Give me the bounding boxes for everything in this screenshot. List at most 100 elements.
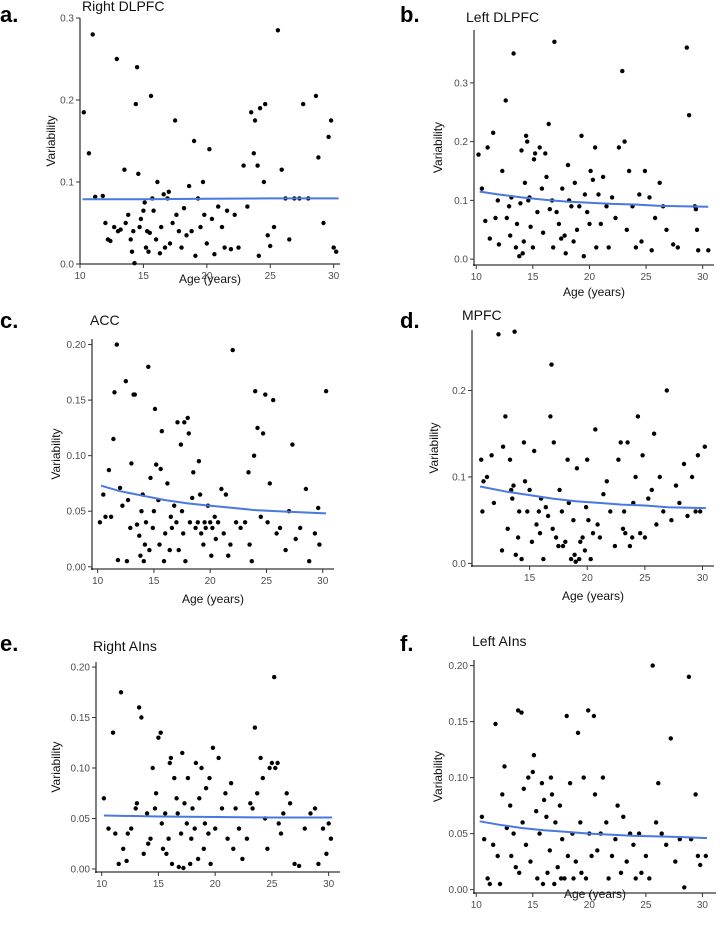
data-point [653,820,659,825]
data-point [146,841,151,846]
data-point [250,806,255,811]
fit-line [479,190,709,208]
data-point [179,245,184,250]
data-point [147,547,152,553]
y-tick-label: 0.10 [67,451,87,462]
data-point [543,505,548,510]
data-point [114,56,120,62]
y-tick-label: 0.3 [60,14,74,25]
data-point [321,220,326,226]
data-point [583,876,589,881]
data-point [572,180,577,185]
data-point [168,514,173,519]
data-point [530,769,535,775]
data-point [649,248,654,253]
data-point [600,174,606,180]
data-point [578,539,583,544]
data-point [592,792,598,797]
data-point [558,876,564,881]
data-point [108,514,114,519]
data-point [664,842,669,847]
data-point [624,859,629,864]
data-point [547,848,552,853]
data-point [517,509,522,514]
data-point [574,227,580,232]
data-point [210,745,216,750]
data-point [586,518,591,523]
x-tick-label: 10 [96,879,108,890]
data-point [517,254,522,259]
data-point [513,245,519,250]
data-point [155,179,160,185]
data-point [151,208,156,213]
data-point [503,414,508,419]
data-point [276,821,281,826]
data-point [500,168,505,174]
data-point [509,487,514,493]
y-tick-label: 0.1 [452,472,466,483]
data-point [172,775,177,781]
data-point [125,497,131,503]
data-point [552,881,557,887]
data-point [174,796,179,801]
data-point [103,220,108,226]
panel-letter: b. [400,2,420,27]
data-point [101,796,107,801]
data-point [639,239,644,244]
data-point [203,525,208,531]
y-tick-label: 0.2 [454,137,468,148]
data-point [128,525,133,531]
data-point [582,548,588,553]
data-point [685,513,690,519]
data-point [180,750,185,756]
data-point [508,803,513,808]
data-point [97,520,103,525]
data-point [284,791,289,796]
data-point [181,531,186,536]
data-point [176,864,181,870]
y-axis-label: Variability [49,428,63,479]
data-point [539,186,545,191]
data-point [657,180,662,185]
data-point [590,531,596,536]
y-tick-label: 0.10 [449,773,469,784]
data-point [624,227,629,232]
panel-e: e. Right AIns 0.00 0.05 0.10 0.15 0.20 10 15 20… [0,631,340,890]
data-point [252,725,258,730]
data-point [620,526,626,531]
panel-letter: e. [0,631,18,656]
x-axis-label: Age (years) [182,592,244,606]
data-point [552,39,557,44]
data-point [540,881,546,887]
data-point [267,481,272,486]
x-tick-label: 25 [640,900,652,911]
data-point [521,440,527,445]
data-point [568,556,574,562]
data-point [221,531,226,536]
data-point [635,414,641,419]
data-point [141,851,146,856]
data-point [521,239,526,244]
data-point [567,781,573,786]
data-point [555,865,560,870]
data-point [199,531,204,536]
x-axis-label: Age (years) [563,285,625,299]
data-point [312,531,318,536]
data-point [121,846,126,851]
data-point [233,520,239,525]
data-point [541,556,546,562]
y-tick-label: 0.20 [449,661,469,672]
data-point [215,520,221,525]
panel-letter: a. [0,2,18,27]
data-point [328,118,334,123]
data-point [604,820,609,825]
data-point [642,168,648,174]
data-point [600,775,606,780]
data-point [272,674,277,680]
data-point [255,791,260,796]
data-point [593,427,598,432]
data-point [137,533,142,538]
data-point [646,496,651,501]
data-point [598,221,603,227]
data-point [606,876,611,881]
